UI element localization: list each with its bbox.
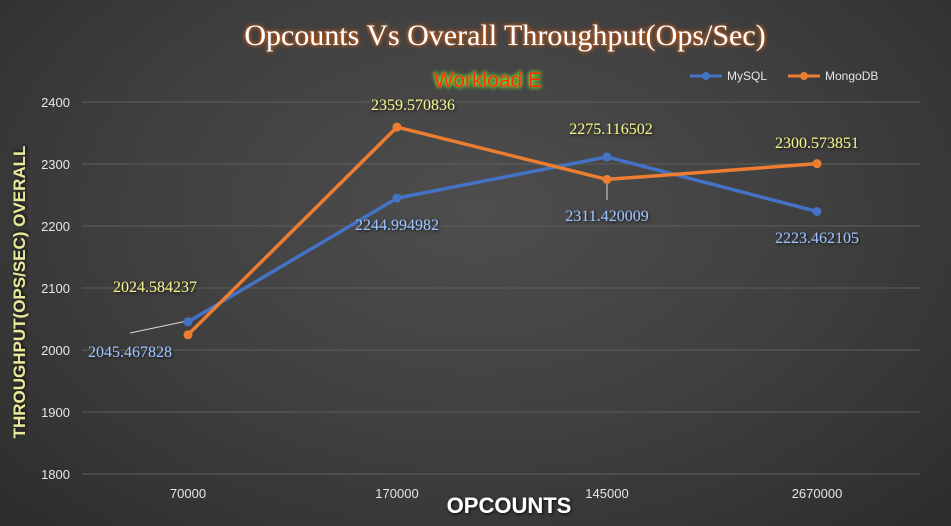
chart-title: Opcounts Vs Overall Throughput(Ops/Sec) <box>244 19 765 52</box>
legend-label-mongodb: MongoDB <box>825 69 878 83</box>
data-point-mysql <box>392 193 402 203</box>
legend-marker-mongodb <box>800 72 808 80</box>
y-tick-label: 2300 <box>41 157 70 172</box>
data-label-mysql: 2244.994982 <box>355 217 439 234</box>
leader-line <box>129 320 188 334</box>
data-label-mongodb: 2275.116502 <box>569 121 652 138</box>
data-label-mongodb: 2359.570836 <box>371 97 455 114</box>
data-label-mysql: 2311.420009 <box>565 208 648 225</box>
y-axis-ticks: 1800 1900 2000 2100 2200 2300 2400 <box>41 95 70 482</box>
series-line-mysql <box>186 155 819 324</box>
data-point-mongodb <box>602 174 612 184</box>
series-line-mongodb <box>186 125 819 337</box>
data-point-mysql <box>602 152 612 162</box>
data-label-mongodb: 2024.584237 <box>113 279 197 296</box>
data-point-mysql <box>812 206 822 216</box>
label-leader-lines <box>129 176 608 334</box>
x-axis-title: OPCOUNTS <box>447 493 572 518</box>
legend-marker-mysql <box>702 72 710 80</box>
gridlines <box>82 101 920 475</box>
y-tick-label: 2200 <box>41 219 70 234</box>
y-tick-label: 2000 <box>41 343 70 358</box>
series-lines <box>183 122 822 340</box>
y-tick-label: 2400 <box>41 95 70 110</box>
data-label-mongodb: 2300.573851 <box>775 135 859 152</box>
legend: MySQL MongoDB <box>690 69 878 83</box>
x-axis-ticks: 70000 170000 145000 2670000 <box>170 486 842 501</box>
data-label-mysql: 2045.467828 <box>88 344 172 361</box>
chart-subtitle: Workload E <box>434 69 542 92</box>
data-point-mongodb <box>812 159 822 169</box>
x-tick-label: 2670000 <box>792 486 843 501</box>
data-labels: 2045.467828 2244.994982 2311.420009 2223.46… <box>88 97 859 361</box>
data-point-mongodb <box>183 330 193 340</box>
y-tick-label: 2100 <box>41 281 70 296</box>
legend-label-mysql: MySQL <box>727 69 767 83</box>
data-label-mysql: 2223.462105 <box>775 230 859 247</box>
y-tick-label: 1800 <box>41 467 70 482</box>
x-tick-label: 145000 <box>585 486 628 501</box>
data-point-mongodb <box>392 122 402 132</box>
y-axis-title: THROUGHPUT(OPS/SEC) OVERALL <box>10 146 29 439</box>
data-point-mysql <box>183 317 193 327</box>
x-tick-label: 70000 <box>170 486 206 501</box>
y-tick-label: 1900 <box>41 405 70 420</box>
x-tick-label: 170000 <box>375 486 418 501</box>
